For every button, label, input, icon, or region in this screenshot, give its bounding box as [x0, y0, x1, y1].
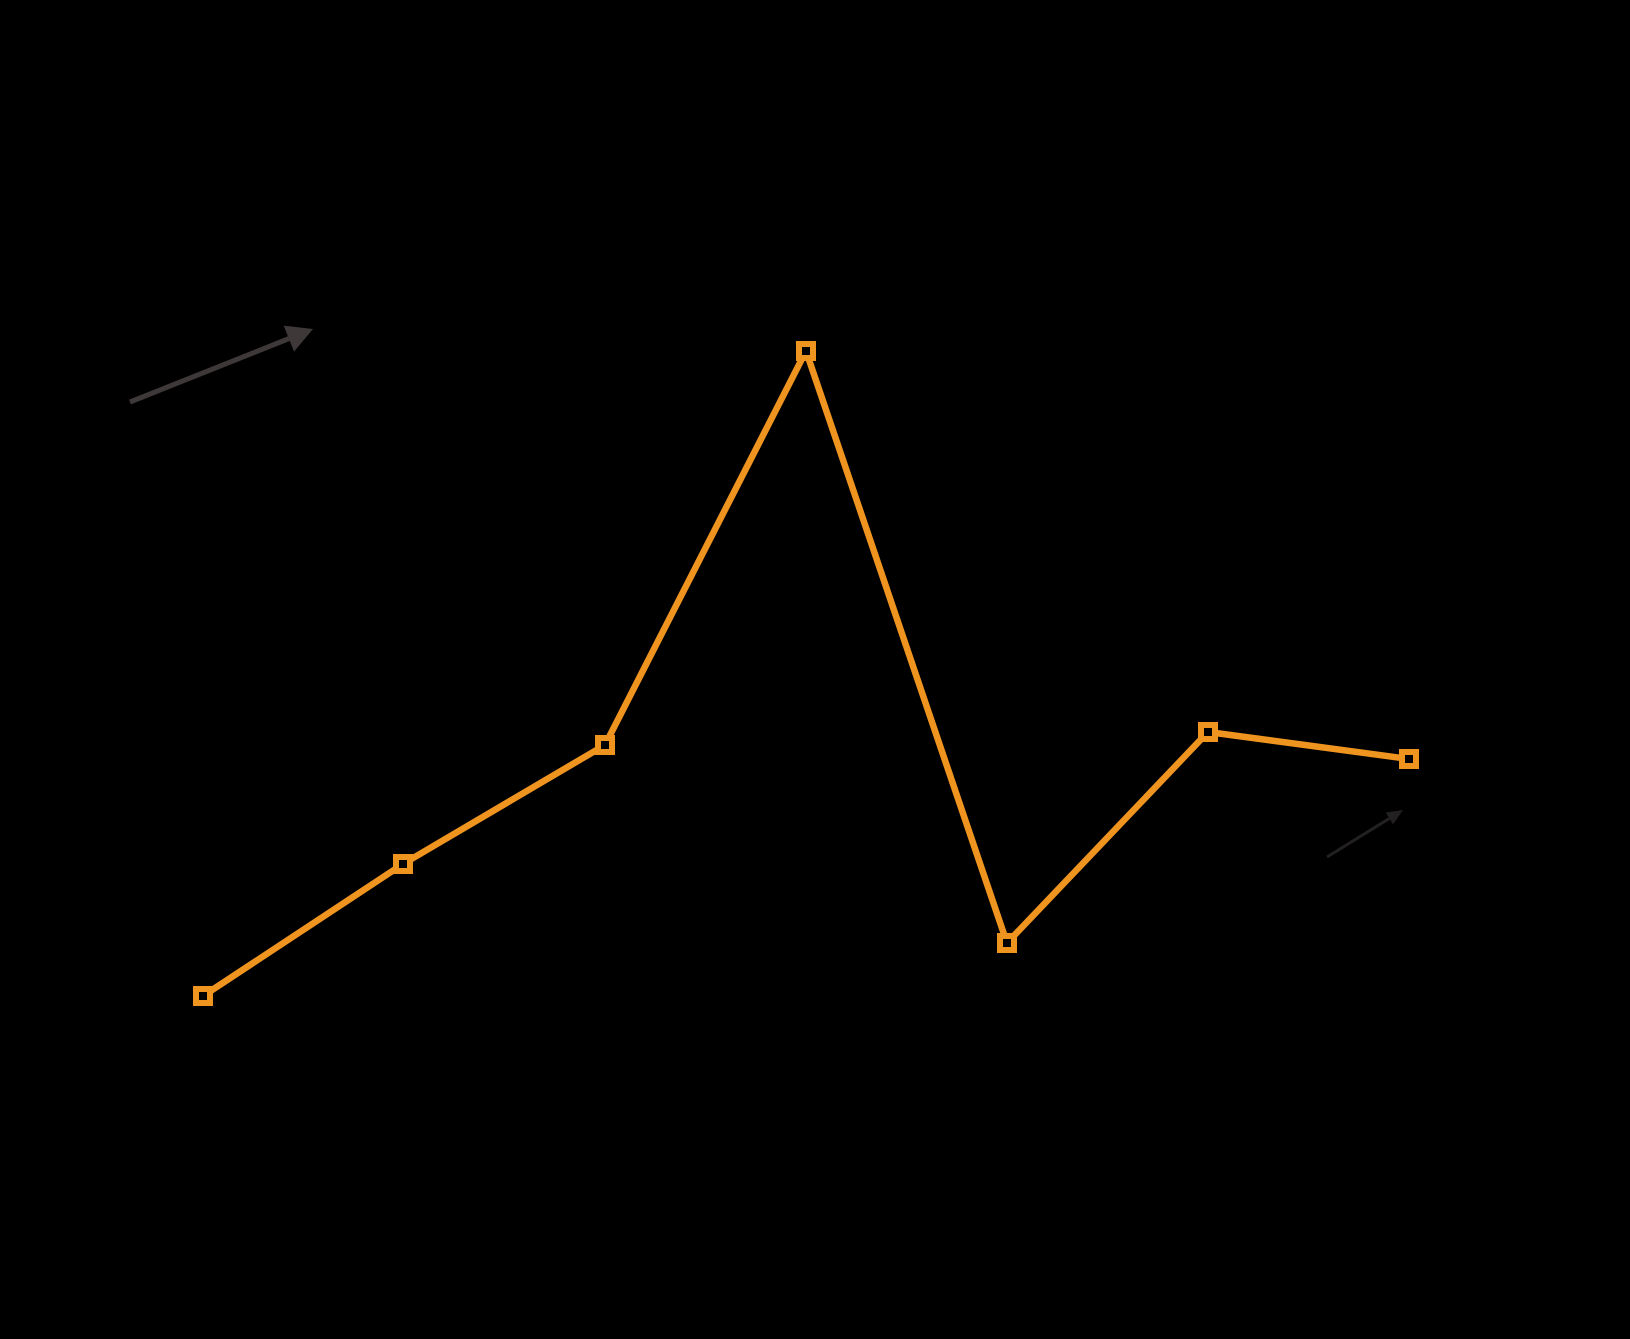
data-point-marker-0 [193, 986, 213, 1006]
series-line-0 [201, 342, 1410, 999]
data-point-marker-4 [997, 933, 1017, 953]
arrow-lower-right-head [1385, 810, 1403, 825]
arrow-upper-left-shaft [129, 336, 290, 405]
arrow-upper-left-head [283, 325, 313, 352]
data-point-marker-1 [393, 854, 413, 874]
data-point-marker-5 [1198, 722, 1218, 742]
data-point-marker-3 [796, 341, 816, 361]
data-point-marker-2 [595, 735, 615, 755]
arrow-lower-right-shaft [1326, 817, 1391, 859]
data-point-marker-6 [1399, 749, 1419, 769]
